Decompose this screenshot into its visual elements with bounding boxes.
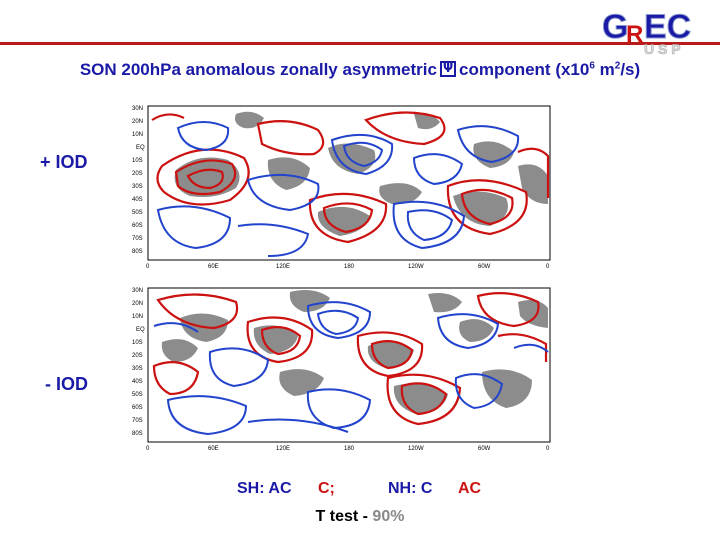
svg-text:30S: 30S	[132, 366, 143, 372]
minus-iod-map-panel: 30N 20N 10N EQ 10S 20S 30S 40S 50S 60S 70S 80S 0…	[118, 282, 558, 454]
nh-label: NH: C	[388, 480, 433, 497]
svg-text:30N: 30N	[132, 106, 143, 112]
svg-text:20S: 20S	[132, 353, 143, 359]
nh-value: AC	[458, 480, 482, 497]
svg-text:40S: 40S	[132, 379, 143, 385]
svg-text:60W: 60W	[478, 446, 491, 452]
svg-text:30S: 30S	[132, 184, 143, 190]
svg-text:20S: 20S	[132, 171, 143, 177]
svg-text:60E: 60E	[208, 264, 219, 270]
sh-value: C;	[318, 480, 335, 497]
svg-text:120W: 120W	[408, 446, 424, 452]
svg-text:60E: 60E	[208, 446, 219, 452]
svg-text:70S: 70S	[132, 236, 143, 242]
svg-text:U S P: U S P	[644, 41, 681, 56]
minus-iod-label: - IOD	[45, 374, 88, 394]
svg-text:0: 0	[546, 446, 550, 452]
svg-text:60W: 60W	[478, 264, 491, 270]
header-divider-line	[0, 42, 720, 45]
legend-row: SH: AC C; NH: C AC	[0, 480, 720, 504]
grec-usp-logo: G R EC U S P	[600, 4, 712, 58]
sh-label: SH: AC	[237, 480, 292, 497]
svg-text:80S: 80S	[132, 249, 143, 255]
psi-symbol-icon	[439, 61, 456, 77]
svg-text:20N: 20N	[132, 301, 143, 307]
svg-text:70S: 70S	[132, 418, 143, 424]
svg-text:80S: 80S	[132, 431, 143, 437]
svg-text:G: G	[602, 8, 628, 46]
svg-text:40S: 40S	[132, 197, 143, 203]
page-title: SON 200hPa anomalous zonally asymmetricc…	[0, 60, 720, 80]
svg-text:20N: 20N	[132, 119, 143, 125]
t-test-label: T test - 90%	[315, 508, 405, 525]
svg-text:10S: 10S	[132, 340, 143, 346]
svg-text:EC: EC	[644, 8, 691, 46]
svg-text:10S: 10S	[132, 158, 143, 164]
svg-text:30N: 30N	[132, 288, 143, 294]
svg-text:180: 180	[344, 264, 355, 270]
svg-text:0: 0	[146, 264, 150, 270]
svg-text:120E: 120E	[276, 264, 290, 270]
svg-text:120E: 120E	[276, 446, 290, 452]
svg-text:EQ: EQ	[136, 145, 145, 151]
plus-iod-map-panel: 30N 20N 10N EQ 10S 20S 30S 40S 50S 60S 70S 80S 0…	[118, 100, 558, 272]
svg-text:10N: 10N	[132, 132, 143, 138]
plus-iod-label: + IOD	[40, 152, 88, 172]
svg-text:R: R	[626, 21, 643, 48]
svg-text:180: 180	[344, 446, 355, 452]
svg-text:50S: 50S	[132, 210, 143, 216]
svg-text:120W: 120W	[408, 264, 424, 270]
svg-text:50S: 50S	[132, 392, 143, 398]
svg-text:0: 0	[546, 264, 550, 270]
svg-text:60S: 60S	[132, 405, 143, 411]
svg-text:60S: 60S	[132, 223, 143, 229]
svg-text:EQ: EQ	[136, 327, 145, 333]
svg-text:0: 0	[146, 446, 150, 452]
svg-text:10N: 10N	[132, 314, 143, 320]
